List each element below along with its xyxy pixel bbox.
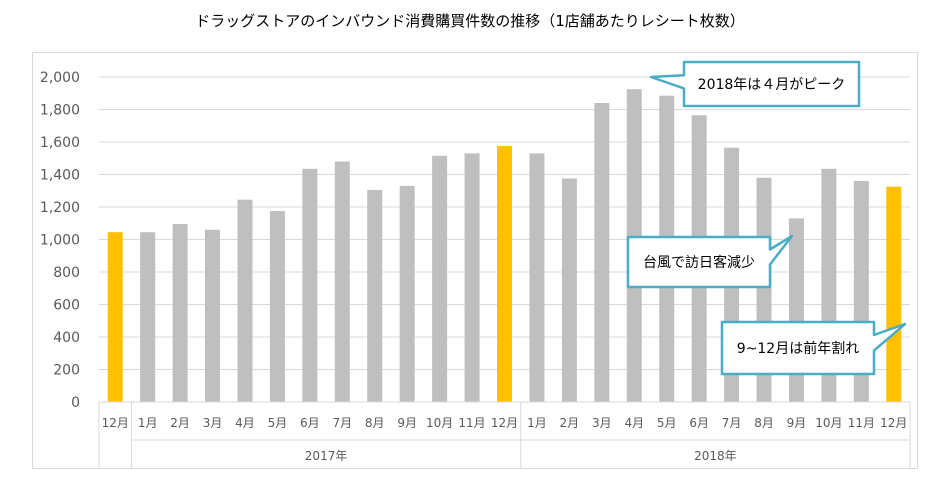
x-tick-label: 1月 <box>527 416 547 430</box>
x-tick-label: 6月 <box>300 416 320 430</box>
x-tick-label: 12月 <box>491 416 518 430</box>
year-group-label: 2018年 <box>694 449 737 463</box>
y-tick-label: 1,000 <box>40 233 80 249</box>
bar <box>205 229 221 402</box>
bar <box>464 153 480 402</box>
x-tick-label: 11月 <box>848 416 875 430</box>
bar <box>140 232 156 402</box>
x-tick-label: 5月 <box>268 416 288 430</box>
x-tick-label: 8月 <box>365 416 385 430</box>
callout-box <box>649 60 861 108</box>
y-tick-label: 800 <box>53 265 80 281</box>
callout-box <box>626 234 794 289</box>
chart-title: ドラッグストアのインバウンド消費購買件数の推移（1店舗あたりレシート枚数） <box>195 12 745 30</box>
bar <box>334 161 350 402</box>
x-tick-label: 4月 <box>235 416 255 430</box>
y-tick-label: 200 <box>53 363 80 379</box>
x-tick-label: 2月 <box>560 416 580 430</box>
y-tick-label: 1,400 <box>40 168 80 184</box>
callout-text: 2018年は４月がピーク <box>698 77 846 93</box>
year-group-label: 2017年 <box>305 449 348 463</box>
x-tick-label: 9月 <box>787 416 807 430</box>
bar <box>886 186 902 402</box>
x-tick-label: 12月 <box>880 416 907 430</box>
x-tick-label: 8月 <box>754 416 774 430</box>
x-tick-label: 10月 <box>426 416 453 430</box>
bar <box>302 168 318 402</box>
x-tick-label: 4月 <box>624 416 644 430</box>
y-tick-label: 1,800 <box>40 103 80 119</box>
x-tick-label: 11月 <box>458 416 485 430</box>
bar <box>172 224 188 402</box>
y-tick-label: 0 <box>71 395 80 411</box>
bar <box>367 189 383 402</box>
x-tick-label: 2月 <box>170 416 190 430</box>
x-tick-label: 6月 <box>689 416 709 430</box>
x-tick-label: 5月 <box>657 416 677 430</box>
y-tick-label: 400 <box>53 330 80 346</box>
x-tick-label: 12月 <box>102 416 129 430</box>
bar <box>529 153 545 402</box>
y-tick-label: 1,200 <box>40 200 80 216</box>
y-tick-label: 600 <box>53 298 80 314</box>
x-tick-label: 10月 <box>815 416 842 430</box>
bar <box>432 155 448 402</box>
bar <box>269 211 285 402</box>
bar <box>237 199 253 402</box>
bar <box>107 232 123 402</box>
bar <box>497 146 512 402</box>
chart-frame <box>32 52 918 469</box>
x-tick-label: 7月 <box>722 416 742 430</box>
x-tick-label: 3月 <box>203 416 223 430</box>
y-tick-label: 1,600 <box>40 135 80 151</box>
x-tick-label: 1月 <box>138 416 158 430</box>
callout-text: 9~12月は前年割れ <box>737 340 859 357</box>
x-tick-label: 3月 <box>592 416 612 430</box>
bar <box>594 103 610 402</box>
callout-box <box>720 320 907 376</box>
y-tick-label: 2,000 <box>40 70 80 86</box>
bar <box>561 178 577 402</box>
bar <box>399 185 415 402</box>
x-tick-label: 9月 <box>397 416 417 430</box>
callout-text: 台風で訪日客減少 <box>643 254 755 271</box>
x-tick-label: 7月 <box>332 416 352 430</box>
